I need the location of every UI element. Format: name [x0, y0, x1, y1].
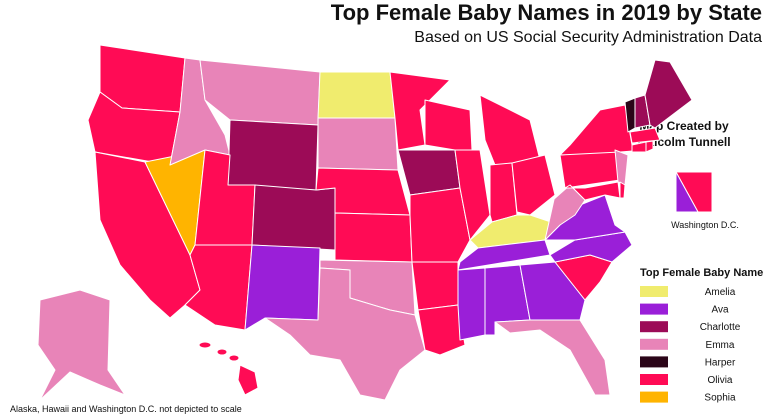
- legend-swatch: [640, 286, 668, 297]
- state: [645, 140, 654, 153]
- state: [199, 59, 321, 126]
- legend-title: Top Female Baby Name: [640, 267, 763, 279]
- state: [317, 71, 396, 119]
- legend-swatch: [640, 321, 668, 333]
- state: [264, 267, 426, 401]
- state: [228, 354, 240, 362]
- legend-swatch: [640, 391, 668, 403]
- state: [251, 184, 336, 251]
- legend-swatch: [640, 338, 668, 350]
- state: [644, 59, 693, 129]
- state: [198, 341, 212, 349]
- map-subtitle: Based on US Social Security Administrati…: [414, 29, 762, 46]
- state: [457, 239, 551, 271]
- state: [629, 127, 661, 144]
- legend-label: Ava: [711, 305, 728, 316]
- state: [454, 149, 491, 241]
- legend-label: Charlotte: [700, 322, 741, 333]
- credit-line: Malcolm Tunnell: [637, 135, 730, 149]
- state: [519, 261, 586, 321]
- state: [244, 244, 321, 331]
- legend-label: Harper: [705, 357, 736, 368]
- state: [227, 119, 319, 191]
- legend-swatch: [640, 356, 668, 368]
- state: [675, 171, 699, 213]
- state: [479, 94, 541, 166]
- legend-label: Amelia: [705, 287, 736, 298]
- state: [409, 187, 471, 263]
- map-title: Top Female Baby Names in 2019 by State: [331, 0, 762, 25]
- state: [37, 289, 126, 401]
- map-note: Alaska, Hawaii and Washington D.C. not d…: [10, 404, 242, 414]
- legend-label: Olivia: [707, 375, 732, 386]
- state: [457, 267, 486, 341]
- state: [631, 141, 647, 153]
- state: [411, 261, 459, 311]
- state: [424, 99, 473, 151]
- state: [237, 364, 259, 396]
- states: [37, 44, 713, 401]
- state: [511, 154, 556, 216]
- legend-label: Emma: [706, 340, 735, 351]
- legend-label: Sophia: [704, 393, 736, 404]
- inset-label: Washington D.C.: [671, 220, 739, 230]
- legend-swatch: [640, 374, 668, 385]
- state: [397, 149, 461, 196]
- state: [564, 181, 621, 201]
- legend-swatch: [640, 303, 668, 315]
- state: [494, 319, 611, 396]
- legend: Amelia Ava Charlotte Emma Harper Olivia Sophia: [640, 286, 741, 404]
- state: [334, 212, 413, 263]
- state: [417, 304, 466, 356]
- state: [559, 149, 621, 189]
- state: [216, 348, 228, 356]
- state: [619, 181, 626, 199]
- state: [317, 117, 399, 171]
